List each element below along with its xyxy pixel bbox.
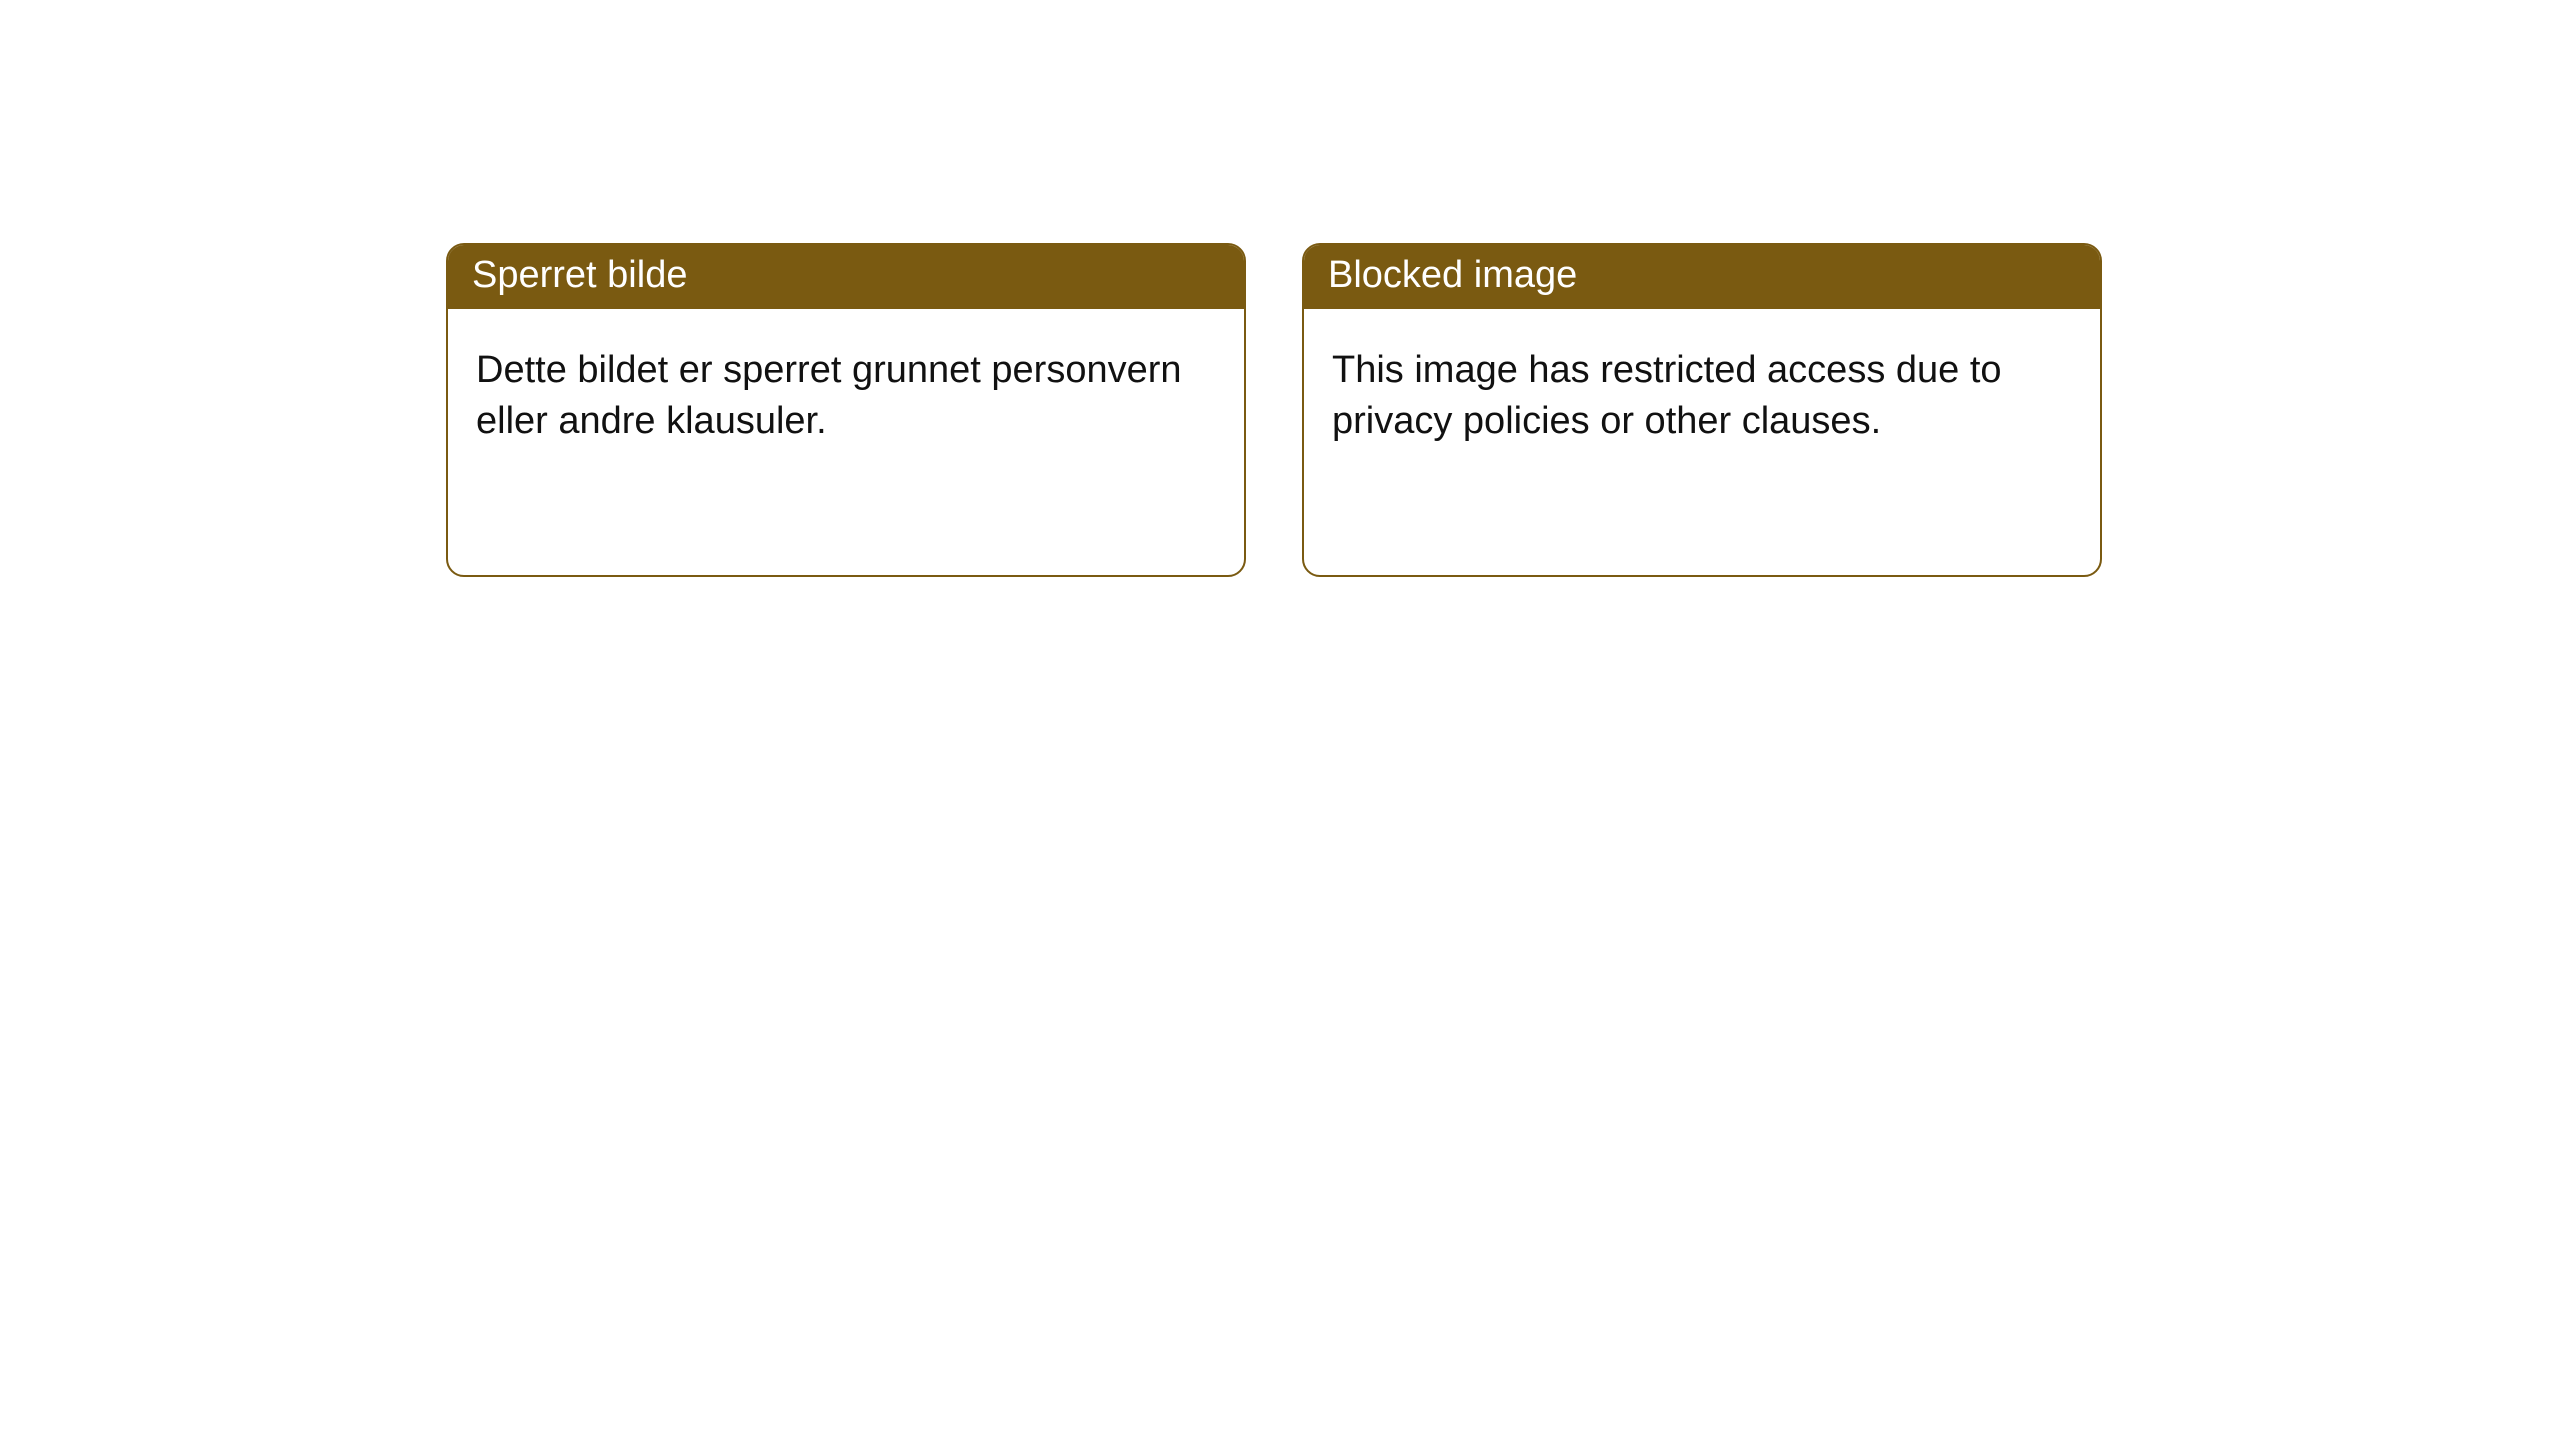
notice-container: Sperret bilde Dette bildet er sperret gr…	[446, 243, 2102, 577]
notice-card-english: Blocked image This image has restricted …	[1302, 243, 2102, 577]
notice-body-english: This image has restricted access due to …	[1304, 309, 2100, 476]
notice-title-norwegian: Sperret bilde	[448, 245, 1244, 309]
notice-title-english: Blocked image	[1304, 245, 2100, 309]
notice-card-norwegian: Sperret bilde Dette bildet er sperret gr…	[446, 243, 1246, 577]
notice-body-norwegian: Dette bildet er sperret grunnet personve…	[448, 309, 1244, 476]
